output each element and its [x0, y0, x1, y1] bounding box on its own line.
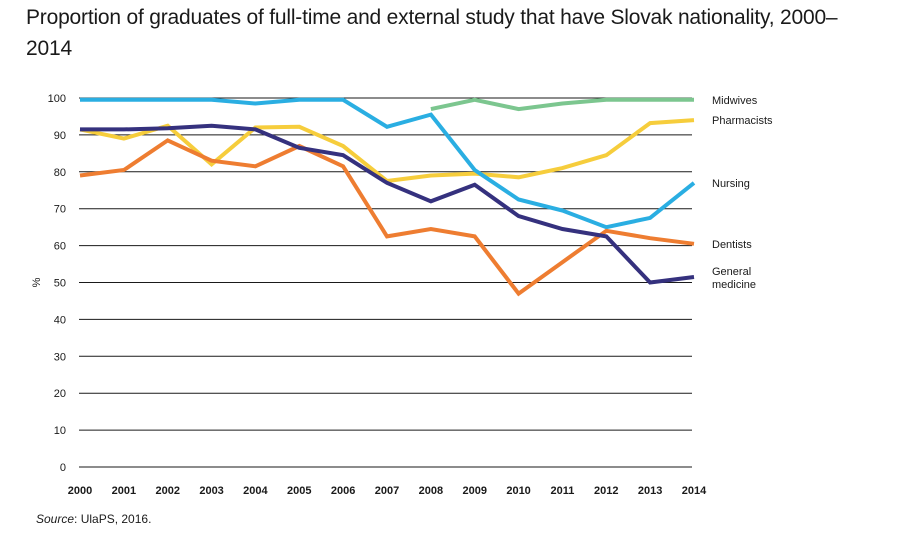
y-tick-label: 100 [48, 93, 66, 105]
x-tick-label: 2009 [462, 485, 486, 497]
series-label-midwives: Midwives [712, 95, 758, 107]
series-label-line: Dentists [712, 239, 752, 251]
x-tick-label: 2005 [287, 485, 311, 497]
y-tick-label: 80 [54, 167, 66, 179]
series-label-line: Midwives [712, 95, 758, 107]
series-line-dentists [79, 138, 695, 297]
series-line-general-medicine [80, 123, 695, 285]
x-tick-label: 2000 [68, 485, 92, 497]
x-tick-label: 2004 [243, 485, 268, 497]
gridlines [79, 97, 692, 468]
y-axis: 0 10 20 30 40 50 60 70 80 90 100 [48, 93, 66, 474]
series-line-nursing [80, 97, 696, 230]
series-label-pharmacists: Pharmacists [712, 115, 773, 127]
x-tick-label: 2002 [155, 485, 179, 497]
x-tick-label: 2011 [550, 485, 574, 497]
x-axis: 2000 2001 2002 2003 2004 2005 2006 2007 2008 2009… [68, 485, 707, 497]
chart-title: Proportion of graduates of full-time and… [26, 6, 838, 60]
source-label: Source [36, 512, 75, 526]
series-label-line: Nursing [712, 178, 750, 190]
y-tick-label: 20 [54, 388, 66, 400]
series-lines [79, 97, 696, 297]
x-tick-label: 2003 [199, 485, 223, 497]
y-tick-label: 10 [54, 425, 66, 437]
series-line-midwives [430, 97, 694, 112]
x-tick-label: 2013 [638, 485, 662, 497]
y-tick-label: 70 [54, 204, 66, 216]
x-tick-label: 2012 [594, 485, 618, 497]
y-axis-label: % [31, 277, 43, 287]
series-label-line: Pharmacists [712, 115, 773, 127]
x-tick-label: 2001 [112, 485, 136, 497]
y-tick-label: 50 [54, 278, 66, 290]
x-tick-label: 2008 [419, 485, 443, 497]
series-label-general-medicine: General medicine [712, 266, 756, 291]
x-tick-label: 2014 [682, 485, 707, 497]
series-labels: Midwives Pharmacists Nursing Dentists Genera… [712, 95, 773, 291]
source-note: Source: UlaPS, 2016. [36, 512, 151, 526]
y-tick-label: 40 [54, 314, 66, 326]
y-tick-label: 30 [54, 351, 66, 363]
y-tick-label: 90 [54, 130, 66, 142]
series-label-line: General [712, 266, 751, 278]
x-tick-label: 2010 [506, 485, 530, 497]
series-label-line: medicine [712, 279, 756, 291]
y-tick-label: 0 [60, 462, 66, 474]
x-tick-label: 2007 [375, 485, 399, 497]
source-text: : UlaPS, 2016. [74, 512, 152, 526]
y-tick-label: 60 [54, 241, 66, 253]
series-label-dentists: Dentists [712, 239, 752, 251]
x-tick-label: 2006 [331, 485, 355, 497]
series-label-nursing: Nursing [712, 178, 750, 190]
